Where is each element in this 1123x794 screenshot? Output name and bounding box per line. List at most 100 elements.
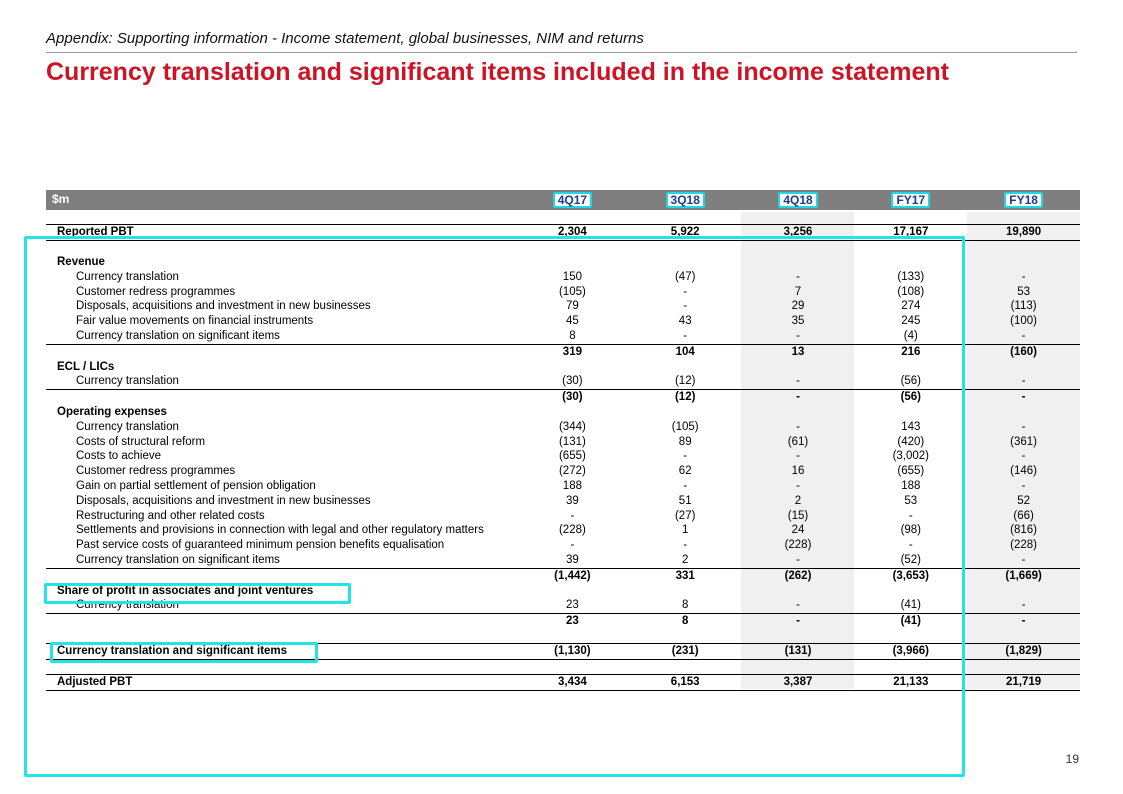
table-cell: (12) [674, 375, 696, 388]
table-cell: 89 [678, 435, 692, 448]
table-cell: (361) [1010, 435, 1038, 448]
table-cell: (41) [900, 599, 922, 612]
table-cell: (30) [516, 389, 629, 405]
table-cell: 24 [791, 524, 805, 537]
section-heading: Revenue [57, 256, 105, 268]
column-header: FY18 [967, 190, 1080, 210]
table-cell: 6,153 [628, 673, 742, 691]
table-cell: (133) [897, 270, 925, 283]
table-cell: (228) [1010, 539, 1038, 552]
table-cell: 245 [901, 315, 921, 328]
header-divider [46, 52, 1077, 53]
row-label: Settlements and provisions in connection… [76, 524, 484, 537]
table-cell: 8 [569, 329, 576, 342]
table-cell: - [1021, 375, 1026, 388]
table-cell: (146) [1010, 465, 1038, 478]
table-cell: (27) [674, 509, 696, 522]
table-cell: (30) [562, 375, 583, 388]
table-cell: (344) [558, 420, 586, 433]
table-cell: 216 [854, 343, 968, 360]
table-cell: (1,130) [516, 642, 629, 660]
table-cell: - [1021, 479, 1026, 492]
table-cell: (131) [558, 435, 586, 448]
table-cell: 274 [901, 300, 921, 313]
section-heading-row: Share of profit in associates and joint … [46, 584, 1080, 599]
table-cell: (1,442) [516, 567, 629, 584]
table-cell: 23 [516, 613, 629, 629]
table-cell: (105) [671, 420, 699, 433]
table-cell: - [741, 389, 855, 405]
row-label: Past service costs of guaranteed minimum… [76, 539, 445, 552]
table-cell: 7 [794, 285, 802, 298]
table-row: Customer redress programmes (105) - 7 (1… [46, 285, 1080, 300]
column-shade-fy18 [967, 212, 1080, 689]
table-cell: 3,256 [741, 224, 855, 241]
table-row: Customer redress programmes (272) 62 16 … [46, 464, 1080, 479]
table-cell: - [796, 599, 800, 612]
table-cell: - [741, 613, 855, 629]
table-cell: (655) [897, 465, 925, 478]
table-cell: (3,653) [854, 567, 968, 584]
section-heading-row: ECL / LICs [46, 360, 1080, 375]
table-cell: 62 [678, 465, 692, 478]
table-row: Past service costs of guaranteed minimum… [46, 538, 1080, 553]
table-cell: (131) [741, 642, 855, 660]
table-cell: 143 [901, 420, 921, 433]
table-cell: - [570, 509, 575, 522]
table-row: Costs of structural reform (131) 89 (61)… [46, 435, 1080, 450]
table-cell: (262) [741, 567, 855, 584]
table-cell: (61) [787, 435, 809, 448]
table-row: Currency translation on significant item… [46, 329, 1080, 344]
table-cell: 2 [794, 494, 802, 507]
table-cell: 3,387 [741, 673, 855, 691]
page-title: Currency translation and significant ite… [46, 58, 949, 86]
row-label: Adjusted PBT [46, 673, 516, 691]
appendix-heading: Appendix: Supporting information - Incom… [46, 30, 644, 47]
table-cell: (105) [558, 285, 586, 298]
table-cell: 79 [566, 300, 579, 313]
table-cell: - [683, 450, 688, 463]
table-row: Fair value movements on financial instru… [46, 314, 1080, 329]
table-cell: 5,922 [628, 224, 742, 241]
table-row: Currency translation 23 8 - (41) - [46, 598, 1080, 613]
table-header-row: $m 4Q17 3Q18 4Q18 FY17 FY18 [46, 190, 1080, 210]
table-cell: (12) [628, 389, 742, 405]
table-cell: 39 [566, 553, 579, 566]
table-cell: - [1021, 553, 1026, 566]
table-cell: (816) [1010, 524, 1038, 537]
table-cell: - [796, 420, 800, 433]
table-cell: (41) [854, 613, 968, 629]
row-label: Currency translation on significant item… [76, 329, 280, 342]
table-cell: (228) [784, 539, 812, 552]
column-shade-4q18 [741, 212, 854, 689]
unit-label: $m [46, 190, 516, 210]
table-cell: (15) [787, 509, 809, 522]
subtotal-row: (1,442) 331 (262) (3,653) (1,669) [46, 567, 1080, 584]
row-label: Currency translation [76, 420, 179, 433]
table-cell: - [796, 329, 800, 342]
table-cell: - [683, 539, 688, 552]
table-cell: 51 [678, 494, 692, 507]
page-number: 19 [1065, 752, 1079, 766]
table-row: Restructuring and other related costs - … [46, 509, 1080, 524]
significant-items-row: Currency translation and significant ite… [46, 642, 1080, 660]
table-cell: 45 [566, 315, 579, 328]
column-header: FY17 [854, 190, 968, 210]
table-cell: (3,002) [892, 450, 929, 463]
row-label: Restructuring and other related costs [76, 509, 265, 522]
row-label: Currency translation [76, 270, 179, 283]
table-cell: 35 [791, 315, 805, 328]
table-cell: 8 [681, 599, 689, 612]
row-label: Currency translation on significant item… [76, 553, 280, 566]
table-cell: (66) [1013, 509, 1034, 522]
table-cell: (100) [1010, 315, 1038, 328]
table-cell: (98) [900, 524, 922, 537]
table-cell: - [570, 539, 575, 552]
table-cell: - [683, 300, 688, 313]
adjusted-pbt-row: Adjusted PBT 3,434 6,153 3,387 21,133 21… [46, 673, 1080, 691]
income-statement-table: $m 4Q17 3Q18 4Q18 FY17 FY18 Reported PBT… [46, 190, 1080, 691]
table-cell: (56) [900, 375, 922, 388]
table-cell: 8 [628, 613, 742, 629]
table-cell: - [1021, 270, 1026, 283]
table-row: Disposals, acquisitions and investment i… [46, 494, 1080, 509]
